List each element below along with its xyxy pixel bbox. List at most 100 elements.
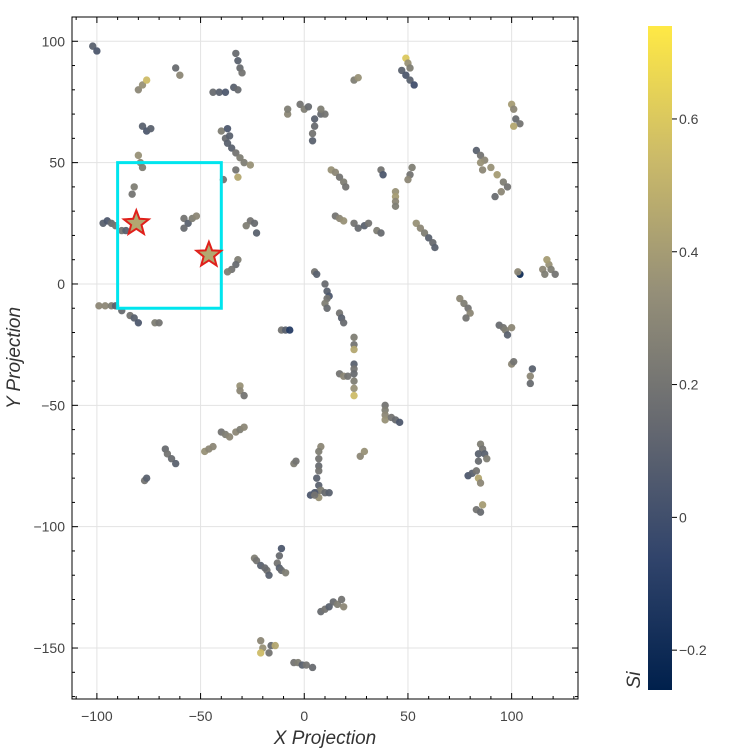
colorbar-tick-label: 0.2 <box>679 377 699 393</box>
colorbar-ticks: 0.6 0.4 0.2 0 −0.2 <box>672 111 707 658</box>
data-point <box>350 391 358 400</box>
data-point <box>296 100 304 109</box>
data-point <box>350 333 358 342</box>
data-point <box>240 158 248 167</box>
data-point <box>323 304 331 312</box>
data-point <box>408 163 416 172</box>
data-point <box>271 641 279 650</box>
data-point <box>487 163 495 172</box>
data-point <box>510 122 518 130</box>
data-point <box>541 270 549 278</box>
strand <box>472 501 487 516</box>
strand <box>283 105 292 118</box>
strand <box>412 219 439 252</box>
y-tick-label: −150 <box>33 640 65 656</box>
data-point <box>308 137 317 145</box>
star-markers <box>121 207 224 268</box>
data-point <box>180 224 188 232</box>
strand <box>474 474 485 487</box>
data-point <box>138 81 147 89</box>
plot-frame <box>71 16 579 700</box>
strand <box>277 326 294 334</box>
data-point <box>377 229 385 237</box>
data-point <box>138 163 147 172</box>
data-strands <box>89 42 559 672</box>
data-point <box>155 319 163 327</box>
data-point <box>339 603 348 611</box>
data-point <box>472 467 481 475</box>
data-point <box>236 387 244 395</box>
data-point <box>134 319 143 327</box>
x-tick-label: 0 <box>300 708 308 724</box>
data-point <box>223 139 232 147</box>
strand <box>242 217 261 237</box>
colorbar <box>648 26 672 690</box>
data-point <box>171 64 180 72</box>
data-point <box>350 345 358 354</box>
strand <box>128 183 138 198</box>
highlight-box <box>116 161 223 310</box>
data-point <box>543 256 551 264</box>
data-point <box>420 229 429 237</box>
colorbar-tick-label: −0.2 <box>679 642 707 658</box>
data-point <box>261 564 269 572</box>
strand <box>335 370 352 380</box>
data-point <box>138 122 147 130</box>
data-point <box>236 154 244 162</box>
data-point <box>232 149 240 157</box>
strand <box>209 88 230 96</box>
strand <box>350 360 358 400</box>
strand <box>140 474 151 485</box>
data-point <box>246 161 255 169</box>
data-point <box>134 86 143 94</box>
data-point <box>215 88 223 96</box>
data-point <box>510 105 518 113</box>
data-point <box>209 88 217 96</box>
strand <box>151 319 163 327</box>
data-point <box>167 455 176 463</box>
data-point <box>551 270 559 278</box>
star-marker <box>121 207 152 237</box>
strand <box>404 163 416 184</box>
colorbar-tick-label: 0.4 <box>679 244 699 260</box>
strand <box>134 76 151 94</box>
strand <box>514 268 524 278</box>
data-point <box>360 447 369 456</box>
data-point <box>232 49 240 58</box>
data-point <box>354 224 362 232</box>
data-point <box>497 188 505 196</box>
strand <box>89 42 101 55</box>
data-point <box>209 442 217 451</box>
strand <box>290 658 317 672</box>
data-point <box>339 217 348 225</box>
strand <box>350 219 385 237</box>
data-point <box>478 166 487 174</box>
data-point <box>321 280 329 288</box>
data-point <box>163 450 172 458</box>
data-point <box>147 124 155 133</box>
data-point <box>240 423 248 431</box>
data-point <box>350 219 358 227</box>
data-point <box>225 132 234 140</box>
strand <box>507 357 518 368</box>
strand <box>223 124 234 140</box>
strand <box>250 554 261 565</box>
data-point <box>476 508 485 516</box>
data-point <box>356 452 364 460</box>
strand <box>296 100 313 113</box>
strand <box>308 115 319 145</box>
strand <box>472 146 512 201</box>
strand <box>265 641 279 657</box>
data-point <box>404 175 412 184</box>
data-point <box>406 64 414 72</box>
data-point <box>283 105 292 113</box>
y-tick-label: −50 <box>41 397 65 413</box>
data-point <box>354 73 362 82</box>
y-tick-label: 100 <box>42 33 66 49</box>
data-point <box>176 71 184 79</box>
data-point <box>142 474 151 482</box>
data-point <box>547 265 555 274</box>
data-point <box>313 270 321 278</box>
highlight-box-layer <box>116 161 223 310</box>
data-point <box>526 372 535 380</box>
